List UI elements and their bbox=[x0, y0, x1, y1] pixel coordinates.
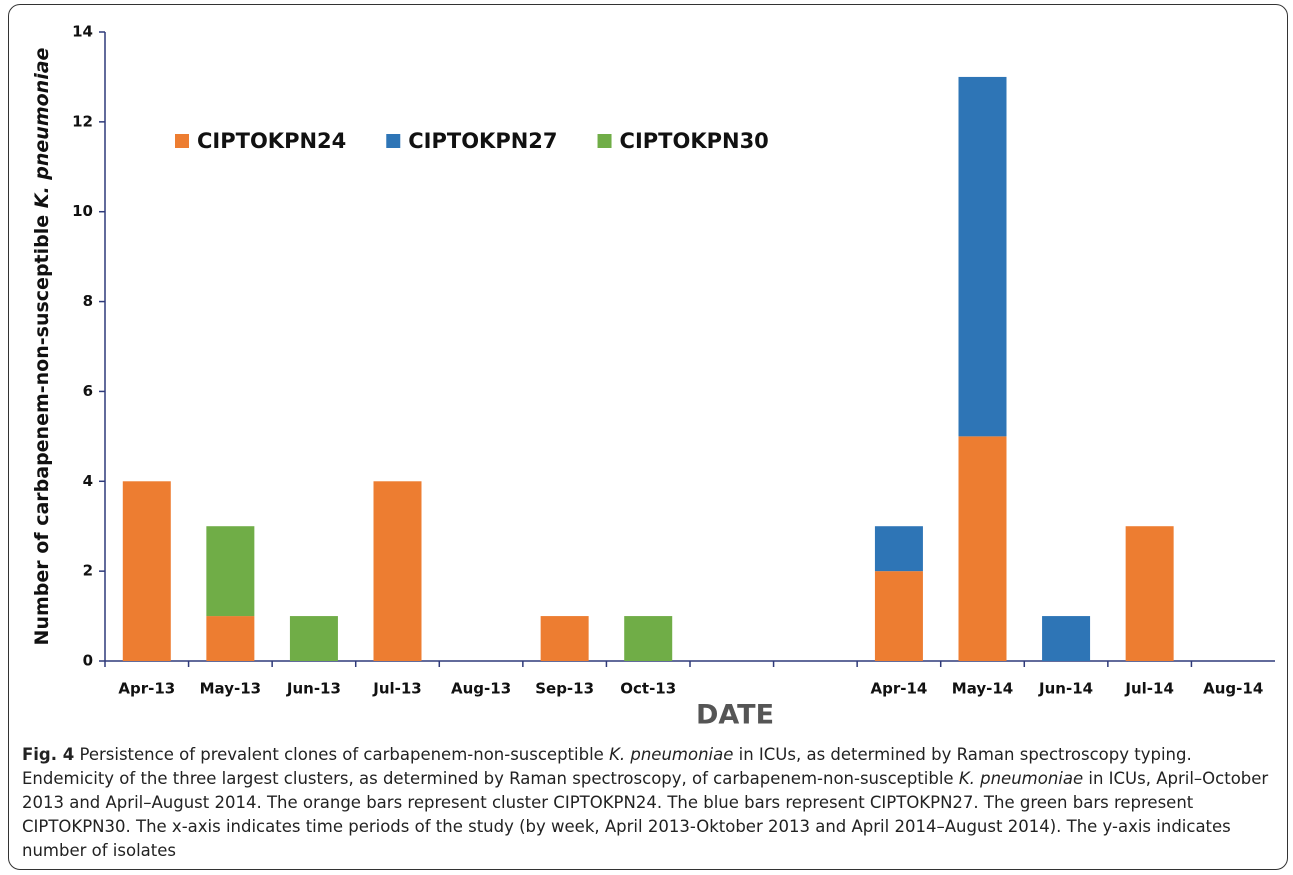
x-tick-label: May-14 bbox=[952, 680, 1013, 698]
x-tick-label: Sep-13 bbox=[535, 680, 594, 698]
y-tick-label: 6 bbox=[83, 382, 93, 400]
bar-segment bbox=[289, 616, 338, 661]
caption-run: Fig. 4 bbox=[22, 745, 75, 764]
x-tick-label: Jul-13 bbox=[372, 680, 422, 698]
x-tick-label: May-13 bbox=[200, 680, 261, 698]
y-tick-label: 14 bbox=[72, 23, 93, 41]
caption-run: K. pneumoniae bbox=[958, 769, 1084, 788]
caption-run: in ICUs, as determined by Raman spectros… bbox=[22, 745, 1192, 788]
legend-swatch bbox=[597, 134, 612, 148]
legend-label: CIPTOKPN30 bbox=[620, 129, 769, 153]
bar-segment bbox=[958, 76, 1007, 437]
x-tick-label: Apr-13 bbox=[118, 680, 175, 698]
x-tick-label: Jul-14 bbox=[1124, 680, 1174, 698]
y-axis-label: Number of carbapenem-non-susceptible K. … bbox=[31, 47, 53, 645]
y-tick-label: 4 bbox=[83, 472, 93, 490]
legend-swatch bbox=[386, 134, 401, 148]
y-tick-label: 10 bbox=[72, 202, 93, 220]
bar-segment bbox=[122, 481, 171, 661]
caption-run: in ICUs, April–October 2013 and April–Au… bbox=[22, 769, 1269, 860]
figure-frame bbox=[8, 4, 1288, 870]
x-tick-label: Aug-14 bbox=[1203, 680, 1263, 698]
y-tick-label: 8 bbox=[83, 292, 93, 310]
legend-swatch bbox=[175, 134, 189, 148]
x-tick-label: Oct-13 bbox=[620, 680, 676, 698]
caption-run: Persistence of prevalent clones of carba… bbox=[74, 745, 610, 764]
x-tick-label: Aug-13 bbox=[451, 680, 511, 698]
y-label-italic: K. pneumoniae bbox=[31, 47, 53, 208]
caption-run: K. pneumoniae bbox=[609, 745, 734, 764]
y-label-text: Number of carbapenem-non-susceptible bbox=[31, 208, 53, 645]
legend-label: CIPTOKPN24 bbox=[197, 129, 346, 153]
bar-segment bbox=[206, 526, 255, 617]
bar-segment bbox=[874, 571, 923, 661]
bar-segment bbox=[1125, 526, 1174, 661]
x-axis-label: DATE bbox=[696, 700, 774, 731]
x-tick-label: Apr-14 bbox=[871, 680, 928, 698]
bar-segment bbox=[874, 526, 923, 572]
caption: Fig. 4 Persistence of prevalent clones o… bbox=[22, 743, 1277, 863]
bar-segment bbox=[958, 436, 1007, 661]
bar-segment bbox=[624, 616, 673, 661]
y-tick-label: 2 bbox=[83, 562, 93, 580]
bar-segment bbox=[373, 481, 422, 661]
legend-label: CIPTOKPN27 bbox=[408, 129, 557, 153]
chart: 0 2 4 6 8 10 12 14 Number of carbapenem-non-susc… bbox=[31, 23, 1275, 731]
bar-segment bbox=[206, 616, 255, 661]
x-tick-label: Jun-14 bbox=[1038, 680, 1093, 698]
bar-segment bbox=[1042, 616, 1091, 661]
y-tick-label: 12 bbox=[72, 112, 93, 130]
x-tick-label: Jun-13 bbox=[286, 680, 341, 698]
y-tick-label: 0 bbox=[83, 652, 93, 670]
bar-segment bbox=[540, 616, 589, 661]
